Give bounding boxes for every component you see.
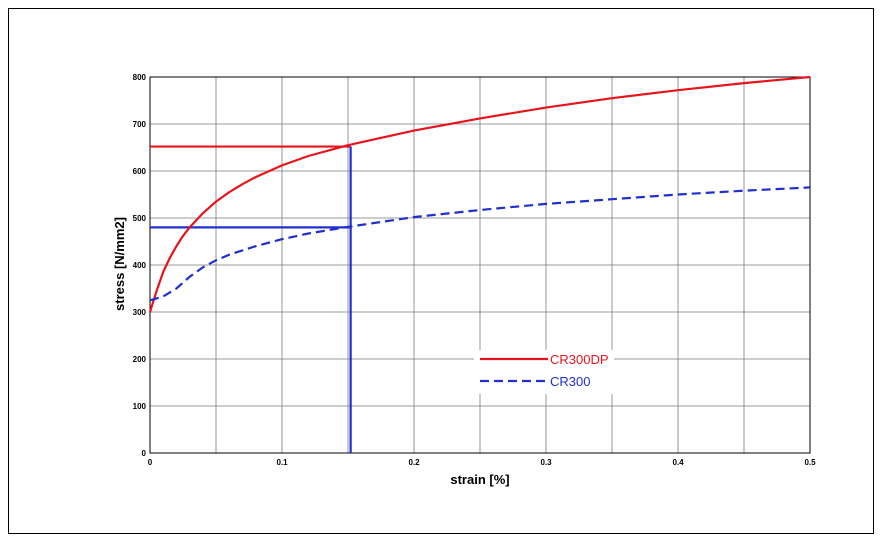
plot-area <box>149 76 811 454</box>
y-tick-label: 500 <box>133 214 147 223</box>
y-tick-labels: 0 100 200 300 400 500 600 700 800 <box>133 73 147 458</box>
x-axis-title: strain [%] <box>450 472 509 487</box>
x-tick-label: 0.2 <box>408 458 420 467</box>
x-tick-label: 0.4 <box>672 458 684 467</box>
legend-label-cr300: CR300 <box>550 374 590 389</box>
grid <box>149 76 811 454</box>
y-tick-label: 700 <box>133 120 147 129</box>
y-axis-title: stress [N/mm2] <box>112 217 127 311</box>
y-tick-label: 200 <box>133 355 147 364</box>
legend-background <box>474 350 614 394</box>
legend: CR300DP CR300 <box>474 350 614 394</box>
y-tick-label: 300 <box>133 308 147 317</box>
x-tick-label: 0 <box>148 458 153 467</box>
x-tick-label: 0.5 <box>804 458 816 467</box>
x-tick-label: 0.3 <box>540 458 552 467</box>
figure-frame <box>8 8 874 534</box>
y-tick-label: 400 <box>133 261 147 270</box>
y-tick-label: 0 <box>142 449 147 458</box>
y-tick-label: 100 <box>133 402 147 411</box>
x-tick-labels: 0 0.1 0.2 0.3 0.4 0.5 <box>148 458 816 467</box>
x-tick-label: 0.1 <box>276 458 288 467</box>
series-line-cr300dp <box>148 75 811 313</box>
y-tick-label: 800 <box>133 73 147 82</box>
legend-label-cr300dp: CR300DP <box>550 352 609 367</box>
series-group <box>148 75 811 313</box>
series-line-cr300 <box>149 186 811 302</box>
y-tick-label: 600 <box>133 167 147 176</box>
annotation-lines <box>150 145 352 453</box>
